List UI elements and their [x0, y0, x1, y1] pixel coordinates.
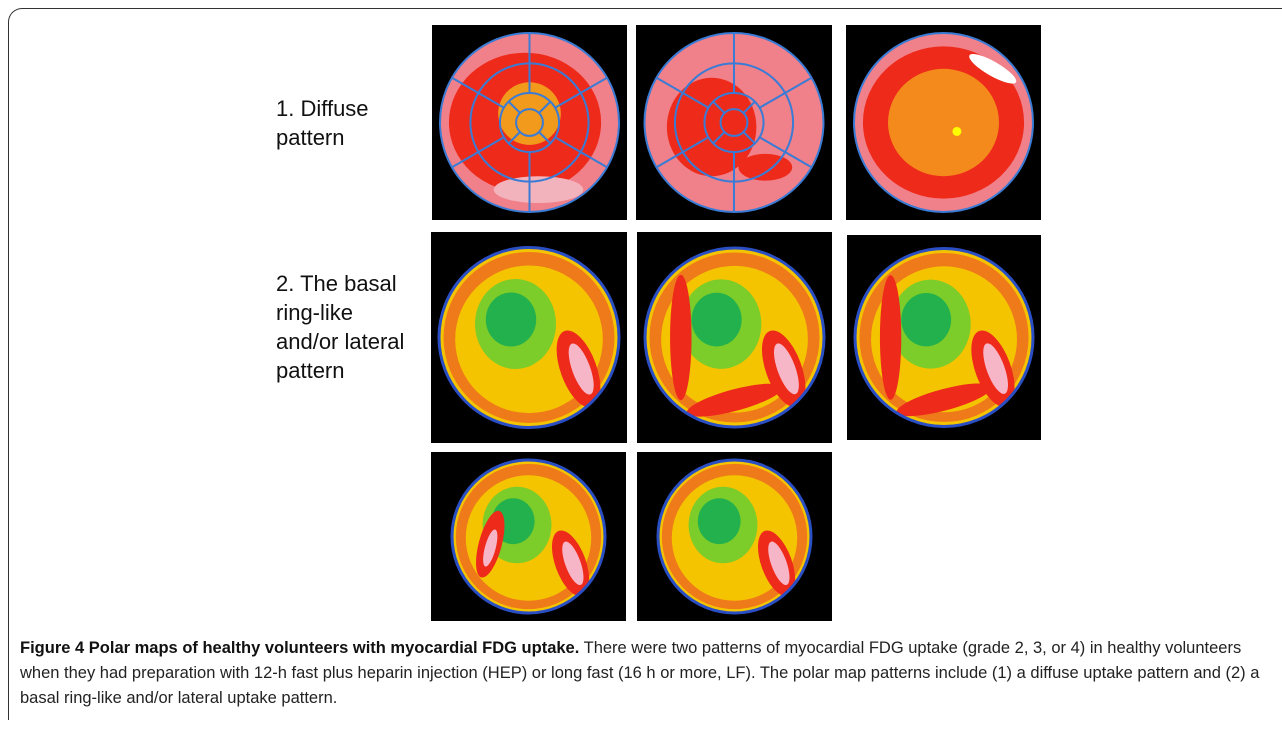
label-line: pattern [276, 123, 369, 152]
uptake-region [670, 275, 691, 400]
polar-map [636, 232, 833, 443]
uptake-region [738, 154, 792, 181]
polar-map [431, 24, 628, 221]
row-label: 1. Diffuse pattern [276, 94, 369, 152]
row-label: 2. The basal ring-like and/or lateral pa… [276, 269, 404, 385]
uptake-region [880, 275, 901, 400]
uptake-region [888, 69, 999, 176]
caption: Figure 4 Polar maps of healthy volunteer… [20, 636, 1270, 711]
polar-map [637, 452, 832, 621]
figure-images [0, 0, 1282, 640]
polar-map [845, 24, 1042, 221]
uptake-region [698, 498, 741, 544]
uptake-region [901, 293, 951, 346]
caption-label: Figure 4 [20, 639, 84, 657]
uptake-region [486, 293, 536, 347]
uptake-region [692, 293, 742, 347]
page: 1. Diffuse pattern 2. The basal ring-lik… [0, 0, 1282, 747]
polar-map [431, 452, 626, 621]
label-line: and/or lateral [276, 327, 404, 356]
polar-map [846, 235, 1042, 440]
polar-map [430, 232, 628, 443]
uptake-region [952, 127, 961, 136]
label-line: 2. The basal [276, 269, 404, 298]
caption-title: Polar maps of healthy volunteers with my… [89, 639, 580, 657]
polar-map [636, 24, 833, 221]
label-line: pattern [276, 356, 404, 385]
label-line: ring-like [276, 298, 404, 327]
label-line: 1. Diffuse [276, 94, 369, 123]
